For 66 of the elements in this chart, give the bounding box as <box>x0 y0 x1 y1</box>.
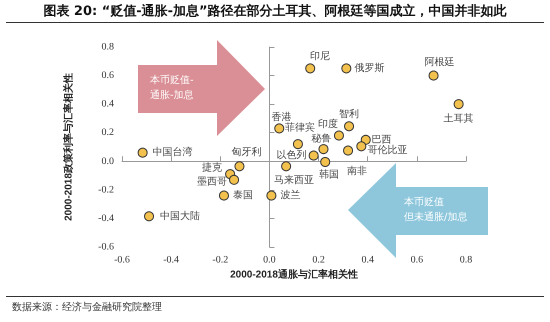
point <box>292 139 303 150</box>
point <box>305 63 316 74</box>
x-tick-label: -0.4 <box>163 254 180 266</box>
source-note: 数据来源：经济与金融研究院整理 <box>12 300 162 314</box>
annotation: 印度 <box>318 118 338 130</box>
annotation: 菲律宾 <box>284 122 315 134</box>
x-axis-title: 2000-2018通胀与汇率相关性 <box>230 268 358 280</box>
annotation: 捷克 <box>202 162 222 174</box>
point <box>274 123 284 134</box>
x-tick-label: 0.0 <box>263 254 276 266</box>
point <box>138 148 148 158</box>
point <box>308 150 319 161</box>
annotation: 阿根廷 <box>424 56 455 68</box>
y-tick-label: -0.6 <box>98 242 114 252</box>
annotation: 印尼 <box>310 50 330 62</box>
point <box>454 99 464 110</box>
point <box>356 141 366 152</box>
x-tick-label: -0.2 <box>212 254 228 266</box>
point <box>234 161 244 172</box>
annotation: 但未通胀/加息 <box>404 211 468 225</box>
annotation: 土耳其 <box>444 112 474 125</box>
annotation: 韩国 <box>319 168 340 180</box>
annotation: 以色列 <box>276 149 307 162</box>
chart-title: 图表 20: “贬值-通胀-加息”路径在部分土耳其、阿根廷等国成立，中国并非如此 <box>42 2 508 20</box>
point <box>428 70 439 81</box>
x-tick-label: 0.4 <box>361 254 374 266</box>
point <box>320 157 330 167</box>
annotation: 通胀-加息 <box>150 89 194 103</box>
annotation: 泰国 <box>232 190 253 202</box>
y-tick-label: 0.4 <box>102 98 114 110</box>
point <box>266 190 276 201</box>
y-tick-label: 0.0 <box>102 156 114 167</box>
point <box>318 144 328 154</box>
annotation: 智利 <box>339 108 360 120</box>
point <box>341 63 352 74</box>
annotation: 本币贬值 <box>404 196 444 210</box>
point <box>281 161 292 172</box>
annotation: 本币贬值- <box>150 74 194 88</box>
y-tick-label: -0.4 <box>98 212 114 224</box>
y-tick-label: 0.6 <box>102 70 114 82</box>
annotation: 秘鲁 <box>311 132 332 145</box>
y-tick-label: 0.8 <box>102 42 114 52</box>
point <box>334 130 344 141</box>
y-tick-label: -0.2 <box>98 184 114 196</box>
y-tick-label: 0.2 <box>102 127 114 138</box>
annotation: 巴西 <box>372 134 392 146</box>
point <box>144 211 154 222</box>
annotation: 俄罗斯 <box>354 62 384 74</box>
point <box>343 146 354 156</box>
annotation: 哥伦比亚 <box>367 144 408 156</box>
annotation: 马来西亚 <box>274 174 314 186</box>
x-tick-label: -0.6 <box>114 254 130 266</box>
annotation: 匈牙利 <box>231 146 262 158</box>
point <box>229 174 240 185</box>
point <box>344 121 354 132</box>
annotation: 南非 <box>347 165 368 178</box>
point <box>218 190 229 201</box>
x-tick-label: 0.8 <box>460 254 472 266</box>
annotation: 墨西哥 <box>197 176 228 188</box>
x-tick-label: 0.6 <box>410 254 424 266</box>
annotation: 波兰 <box>280 189 300 202</box>
x-tick-label: 0.2 <box>312 254 325 266</box>
annotation: 香港 <box>271 110 292 123</box>
annotation: 中国台湾 <box>152 146 193 158</box>
annotation: 中国大陆 <box>160 210 200 222</box>
y-axis-title: 2000-2018政策利率与汇率相关性 <box>62 73 74 221</box>
